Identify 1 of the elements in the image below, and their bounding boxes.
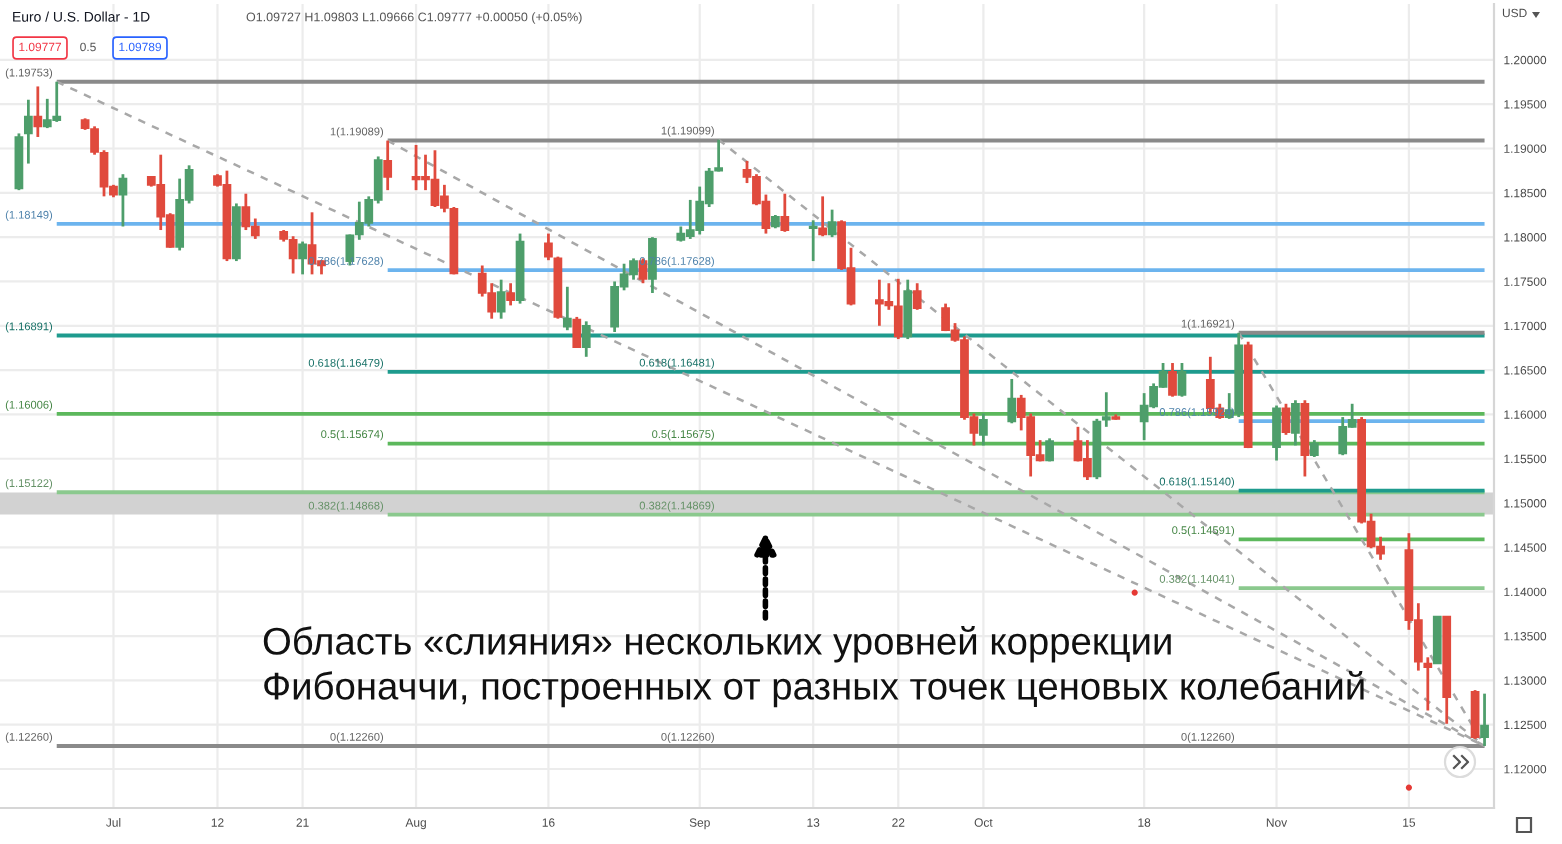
annotation: Область «слияния» нескольких уровней коррекции Фибоначчи, построенных от разных точек ценовых колебаний	[263, 626, 1364, 708]
